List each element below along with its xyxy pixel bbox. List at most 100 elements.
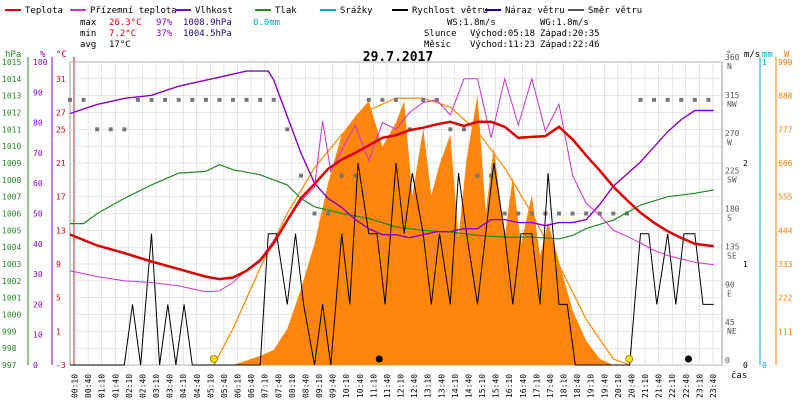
time-tick-34: 17:10 [532, 374, 541, 398]
rain-tick-1: 1 [762, 58, 767, 67]
stats-label-min: min [80, 29, 96, 39]
wind-direction-point [570, 211, 575, 216]
stats-temp-min: 7.2°C [109, 29, 136, 39]
wind-direction-point [502, 211, 507, 216]
pressure-tick-15: 1012 [2, 109, 21, 118]
rain-tick-0: 0 [762, 361, 767, 370]
wind-direction-point [149, 97, 154, 102]
chart-title: 29.7.2017 [363, 50, 433, 65]
legend-label-7: Směr větru [588, 6, 642, 16]
direction-tick-2: 90 [725, 280, 735, 289]
solar-tick-4: 555 [778, 193, 793, 202]
legend-label-4: Srážky [340, 6, 373, 16]
wind-direction-point [298, 173, 303, 178]
pressure-tick-16: 1013 [2, 92, 21, 101]
time-tick-23: 11:40 [383, 374, 392, 398]
direction-tick-1: 45 [725, 318, 735, 327]
humidity-tick-3: 30 [33, 270, 43, 279]
time-tick-25: 12:40 [410, 374, 419, 398]
axis-unit-temp: °C [56, 50, 67, 60]
solar-tick-0: 111 [778, 327, 793, 336]
axis-unit-dir: ° [726, 50, 731, 60]
temperature-tick-5: 17 [56, 193, 66, 202]
time-tick-6: 03:10 [152, 374, 161, 398]
pressure-tick-11: 1008 [2, 176, 21, 185]
axis-unit-solar: W [784, 50, 790, 60]
time-tick-8: 04:10 [179, 374, 188, 398]
direction-tick-7: 315 [725, 91, 740, 100]
wind-direction-point [366, 97, 371, 102]
wind-direction-point [557, 211, 561, 216]
time-tick-20: 10:10 [342, 374, 351, 398]
stats-temp-max: 26.3°C [109, 18, 142, 28]
humidity-tick-7: 70 [33, 149, 43, 158]
direction-name-2: E [727, 289, 732, 298]
moon-label: Měsíc [424, 40, 451, 50]
wind-direction-point [394, 97, 398, 102]
temperature-tick-1: 1 [56, 327, 61, 336]
direction-name-7: NW [727, 100, 737, 109]
pressure-tick-0: 997 [2, 361, 17, 370]
time-tick-27: 13:40 [437, 374, 446, 398]
legend-label-5: Rychlost větru [412, 6, 488, 16]
wind-direction-point [516, 211, 521, 216]
wind-direction-point [312, 211, 317, 216]
time-tick-10: 05:10 [206, 374, 215, 398]
wind-direction-point [339, 173, 344, 178]
time-tick-36: 18:10 [560, 374, 569, 398]
solar-tick-1: 222 [778, 294, 793, 303]
wind-direction-point [584, 211, 589, 216]
direction-tick-3: 135 [725, 242, 740, 251]
time-tick-0: 00:10 [71, 374, 80, 398]
pressure-tick-4: 1001 [2, 294, 21, 303]
time-axis-label: čas [731, 370, 747, 381]
pressure-tick-7: 1004 [2, 243, 21, 252]
wind-tick-1: 1 [743, 260, 748, 269]
sunrise-marker [209, 355, 218, 363]
wind-direction-point [611, 211, 616, 216]
legend-label-0: Teplota [25, 6, 63, 16]
direction-name-3: SE [727, 251, 737, 260]
temperature-tick-2: 5 [56, 294, 61, 303]
humidity-line [69, 70, 714, 239]
solar-tick-6: 777 [778, 125, 793, 134]
time-tick-15: 07:40 [274, 374, 283, 398]
time-tick-24: 12:10 [397, 374, 406, 398]
pressure-tick-14: 1011 [2, 125, 21, 134]
time-tick-28: 14:10 [451, 374, 460, 398]
wind-direction-point [108, 127, 113, 132]
humidity-tick-8: 80 [33, 119, 43, 128]
time-tick-43: 21:40 [655, 374, 664, 398]
wind-direction-point [706, 97, 711, 102]
axis-unit-hum: % [40, 50, 46, 60]
sunset-marker [625, 355, 634, 363]
wind-direction-point [271, 97, 276, 102]
wind-direction-point [652, 97, 657, 102]
wind-speed-line [70, 162, 714, 366]
time-tick-9: 04:40 [193, 374, 202, 398]
wind-gust-text: WG:1.8m/s [540, 18, 589, 28]
wind-direction-point [135, 97, 140, 102]
wind-direction-point [421, 97, 426, 102]
pressure-tick-5: 1002 [2, 277, 21, 286]
wind-direction-point [68, 97, 72, 102]
humidity-tick-4: 40 [33, 240, 43, 249]
direction-name-4: S [727, 214, 732, 223]
direction-name-6: W [727, 138, 732, 147]
time-tick-19: 09:40 [329, 374, 338, 398]
stats-rain-max: 0.0mm [253, 18, 280, 28]
time-tick-3: 01:40 [111, 374, 120, 398]
wind-direction-point [95, 127, 100, 132]
sun-label: Slunce [424, 29, 457, 39]
temperature-tick-3: 9 [56, 260, 61, 269]
wind-direction-point [665, 97, 670, 102]
time-tick-4: 02:10 [125, 374, 134, 398]
time-tick-37: 18:40 [573, 374, 582, 398]
plot-area [68, 70, 714, 366]
wind-direction-point [448, 127, 453, 132]
solar-tick-2: 333 [778, 260, 793, 269]
direction-name-8: N [727, 62, 732, 71]
wind-direction-point [679, 97, 684, 102]
legend-label-3: Tlak [275, 6, 297, 16]
wind-direction-point [190, 97, 195, 102]
